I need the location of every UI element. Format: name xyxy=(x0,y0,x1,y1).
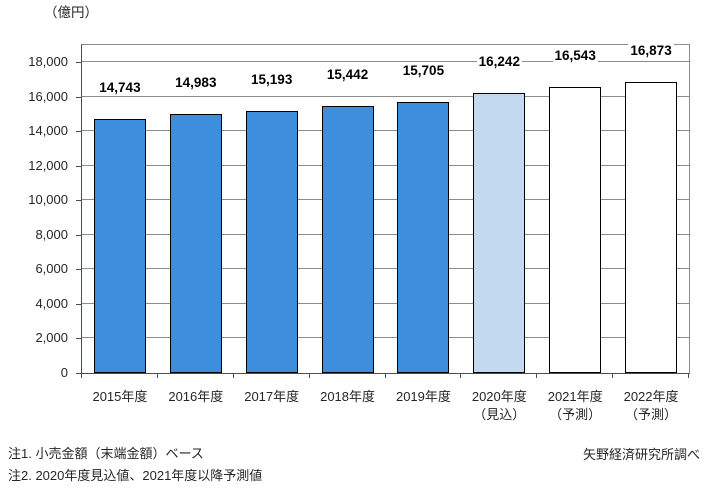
bar-data-label: 15,705 xyxy=(400,62,447,78)
x-axis-tick xyxy=(536,373,537,378)
y-axis-tick xyxy=(76,234,82,236)
y-axis-tick xyxy=(76,131,82,133)
y-axis-tick xyxy=(76,96,82,98)
y-axis-tick-label: 4,000 xyxy=(35,295,68,311)
plot-area: 14,743 14,983 15,193 15,442 15,705 16,242 16,5… xyxy=(81,42,690,374)
gridline xyxy=(82,233,689,235)
bar xyxy=(549,87,602,373)
y-axis-tick xyxy=(76,303,82,305)
gridline xyxy=(82,95,689,97)
bar-data-label: 14,983 xyxy=(173,75,219,91)
x-axis-labels: 2015年度 2016年度 2017年度 2018年度 2019年度 2020年度 （見込）… xyxy=(82,388,689,424)
y-axis-tick-label: 12,000 xyxy=(28,157,68,173)
y-axis-tick-label: 0 xyxy=(60,365,68,380)
x-axis-tick xyxy=(612,373,613,378)
bar-data-label: 16,543 xyxy=(552,48,598,64)
bar xyxy=(93,118,146,373)
y-axis-tick-label: 6,000 xyxy=(35,261,68,277)
y-axis-tick xyxy=(76,338,82,340)
y-axis-tick-label: 14,000 xyxy=(28,123,68,139)
x-axis-category-label: 2015年度 xyxy=(92,389,148,404)
gridline xyxy=(82,61,689,63)
note-2: 注2. 2020年度見込値、2021年度以降予測値 xyxy=(8,468,263,483)
bar xyxy=(473,92,526,373)
note-1: 注1. 小売金額（末端金額）ベース xyxy=(8,446,204,461)
gridline xyxy=(82,164,689,166)
bar xyxy=(321,106,374,373)
x-axis-tick xyxy=(385,373,386,378)
y-axis-tick xyxy=(76,373,82,374)
gridline xyxy=(82,130,689,132)
bar-data-label: 14,743 xyxy=(97,79,143,95)
bar-data-label: 16,873 xyxy=(628,42,674,58)
y-axis: 0 2,000 4,000 6,000 8,000 10,000 12,000 14,000 1… xyxy=(0,45,82,380)
bar-data-label: 16,242 xyxy=(476,53,522,69)
y-axis-tick-label: 2,000 xyxy=(35,330,68,346)
x-axis xyxy=(81,373,690,379)
bar xyxy=(397,101,450,373)
y-axis-tick xyxy=(76,62,82,64)
y-axis-tick-label: 8,000 xyxy=(35,226,68,242)
gridline xyxy=(82,302,689,304)
bar-data-label: 15,193 xyxy=(249,71,295,87)
source-credit: 矢野経済研究所調べ xyxy=(582,447,700,462)
x-axis-tick xyxy=(233,373,234,378)
x-axis-category-label: 2019年度 xyxy=(395,389,451,404)
x-axis-category-label: 2017年度 xyxy=(244,389,300,404)
bar xyxy=(169,114,222,373)
y-axis-tick xyxy=(76,269,82,271)
bar-data-label: 15,442 xyxy=(324,67,371,83)
x-axis-tick xyxy=(460,373,461,378)
x-axis-category-label: 2022年度 （予測） xyxy=(623,389,679,422)
bar xyxy=(625,81,678,373)
y-axis-tick-label: 10,000 xyxy=(28,192,68,208)
gridline xyxy=(82,337,689,339)
x-axis-tick xyxy=(81,373,82,378)
x-axis-category-label: 2021年度 （予測） xyxy=(547,389,603,422)
y-axis-tick-label: 18,000 xyxy=(28,54,68,70)
gridline xyxy=(82,268,689,270)
y-axis-tick-label: 16,000 xyxy=(28,88,68,104)
y-axis-unit-label: （億円） xyxy=(44,5,98,20)
x-axis-category-label: 2018年度 xyxy=(320,389,376,404)
bar xyxy=(245,110,298,373)
y-axis-tick xyxy=(76,200,82,202)
x-axis-tick xyxy=(688,373,689,378)
x-axis-category-label: 2020年度 （見込） xyxy=(471,389,527,422)
x-axis-tick xyxy=(157,373,158,378)
y-axis-tick xyxy=(76,165,82,167)
x-axis-tick xyxy=(309,373,310,378)
x-axis-category-label: 2016年度 xyxy=(168,389,224,404)
gridline xyxy=(82,199,689,201)
